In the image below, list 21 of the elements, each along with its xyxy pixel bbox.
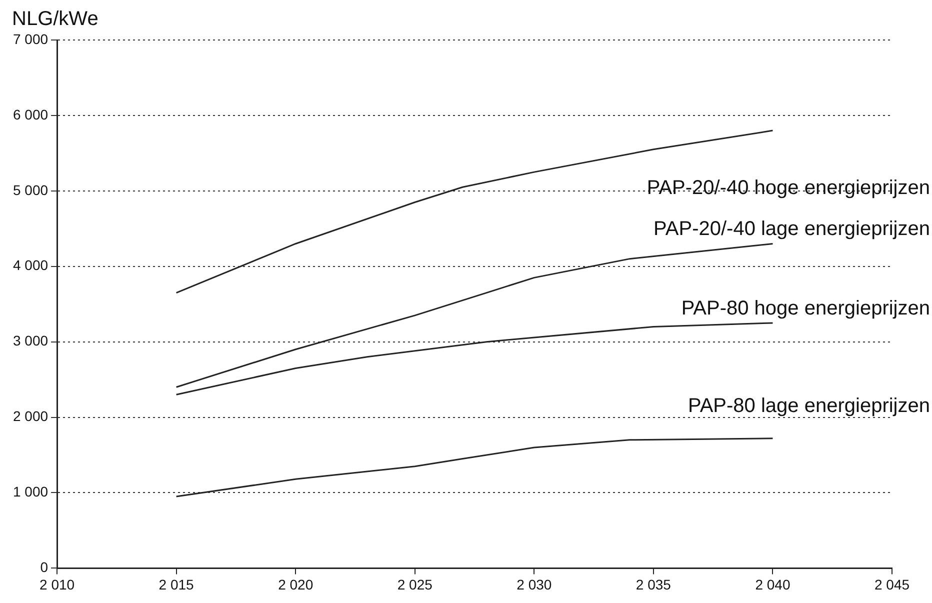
x-tick-label: 2 020 <box>278 576 314 592</box>
y-tick-label: 7 000 <box>12 30 48 47</box>
y-tick-label: 2 000 <box>12 408 48 424</box>
y-tick-label: 3 000 <box>12 332 48 349</box>
y-tick-label: 0 <box>40 559 48 576</box>
y-tick-label: 1 000 <box>12 484 48 500</box>
y-tick-label: 5 000 <box>12 182 48 198</box>
series-label: PAP-80 lage energieprijzen <box>688 394 930 417</box>
x-tick-label: 2 010 <box>40 576 75 592</box>
y-tick-label: 6 000 <box>12 106 48 122</box>
series-label: PAP-20/-40 lage energieprijzen <box>654 218 930 240</box>
x-tick-label: 2 045 <box>874 576 910 592</box>
x-tick-label: 2 035 <box>636 576 672 592</box>
y-tick-label: 4 000 <box>12 257 48 274</box>
series-label: PAP-20/-40 hoge energieprijzen <box>646 177 930 200</box>
x-tick-label: 2 030 <box>516 576 552 592</box>
x-tick-label: 2 015 <box>158 576 194 592</box>
series-label: PAP-80 hoge energieprijzen <box>681 297 930 320</box>
x-tick-label: 2 025 <box>397 576 433 592</box>
y-axis-title: NLG/kWe <box>12 8 98 31</box>
x-tick-label: 2 040 <box>755 576 790 592</box>
